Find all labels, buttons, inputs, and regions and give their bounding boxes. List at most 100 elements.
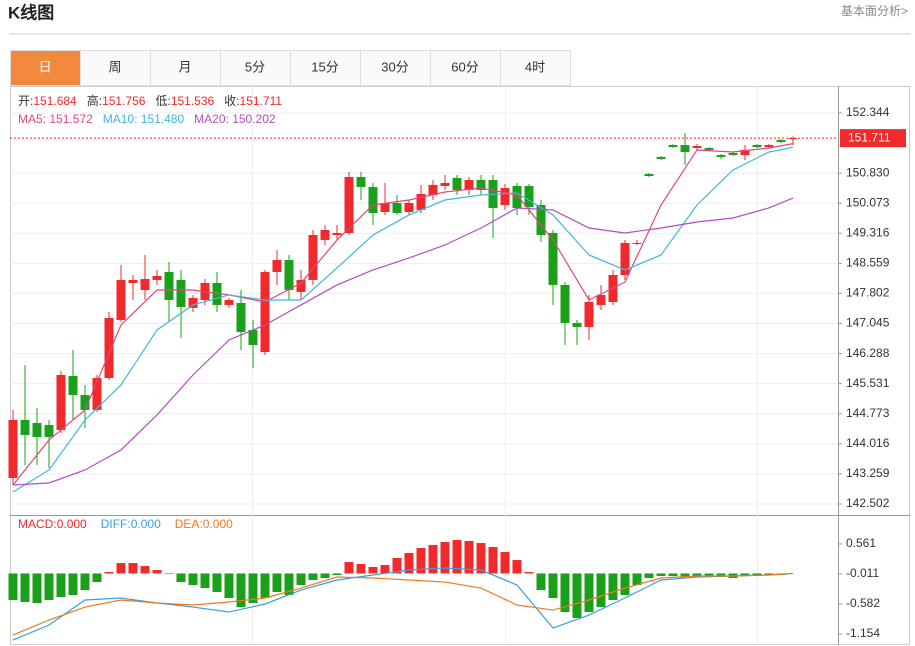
y-tick-label: 148.559 bbox=[846, 256, 890, 270]
macd-bar bbox=[296, 573, 306, 586]
tab[interactable] bbox=[80, 50, 151, 86]
y-tick-label: -0.011 bbox=[846, 566, 879, 580]
candle-body bbox=[176, 279, 186, 307]
macd-line bbox=[12, 572, 794, 636]
tab[interactable] bbox=[360, 50, 431, 86]
macd-bar bbox=[56, 573, 66, 598]
candle-body bbox=[236, 302, 246, 332]
candle-body bbox=[548, 232, 558, 285]
candle-body bbox=[68, 375, 78, 395]
candle-body bbox=[248, 329, 258, 345]
tab[interactable] bbox=[150, 50, 221, 86]
y-tick-label: 144.773 bbox=[846, 406, 890, 420]
readout-part: MA20 bbox=[194, 112, 226, 126]
macd-bar bbox=[440, 542, 450, 574]
candle-body bbox=[116, 279, 126, 320]
candle-body bbox=[584, 301, 594, 327]
page-title: K线图 bbox=[8, 2, 54, 22]
readout-part: 低: bbox=[155, 94, 170, 108]
candle-body bbox=[692, 145, 702, 148]
tab-label[interactable]: 60分 bbox=[451, 59, 478, 74]
tab-label[interactable]: 4时 bbox=[525, 59, 545, 74]
readout-part: : bbox=[127, 517, 130, 531]
macd-bar bbox=[428, 545, 438, 574]
candle-body bbox=[392, 202, 402, 213]
macd-bar bbox=[212, 573, 222, 593]
candle-body bbox=[596, 294, 606, 305]
macd-bar bbox=[608, 573, 618, 601]
macd-bar bbox=[68, 573, 78, 596]
candle-body bbox=[464, 179, 474, 190]
macd-line bbox=[12, 567, 794, 641]
macd-bar bbox=[572, 573, 582, 619]
macd-bar bbox=[344, 562, 354, 574]
tab-label[interactable]: 周 bbox=[108, 59, 121, 74]
candle-body bbox=[740, 149, 750, 155]
readout-part: : bbox=[199, 517, 202, 531]
candle-body bbox=[92, 377, 102, 410]
chart-frame bbox=[10, 86, 910, 645]
readout-part: DEA bbox=[175, 517, 200, 531]
macd-bar bbox=[200, 573, 210, 589]
macd-bar bbox=[704, 573, 714, 578]
macd-bar bbox=[584, 573, 594, 613]
candle-body bbox=[776, 139, 786, 142]
candle-body bbox=[56, 374, 66, 430]
macd-bar bbox=[716, 573, 726, 578]
candle-body bbox=[296, 279, 306, 292]
tab-label[interactable]: 30分 bbox=[381, 59, 408, 74]
readout-part: 收: bbox=[224, 94, 239, 108]
readout-part: 151.536 bbox=[171, 94, 215, 108]
ma-line bbox=[12, 146, 794, 493]
tab-label[interactable]: 月 bbox=[178, 59, 191, 74]
macd-bar bbox=[596, 573, 606, 608]
candle-body bbox=[428, 184, 438, 195]
readout-part: 151.711 bbox=[240, 94, 283, 108]
candle-body bbox=[308, 234, 318, 280]
macd-bar bbox=[536, 573, 546, 591]
candle-body bbox=[512, 185, 522, 208]
macd-bar bbox=[308, 573, 318, 580]
tab-label[interactable]: 日 bbox=[38, 59, 51, 74]
candle-body bbox=[128, 279, 138, 283]
macd-bar bbox=[524, 572, 534, 574]
macd-bar bbox=[20, 573, 30, 602]
y-tick-label: 147.802 bbox=[846, 286, 890, 300]
fundamental-link[interactable]: 基本面分析> bbox=[841, 4, 908, 18]
candle-body bbox=[332, 232, 342, 235]
candle-body bbox=[476, 179, 486, 190]
macd-bar bbox=[740, 573, 750, 577]
readout-part: MA5 bbox=[18, 112, 43, 126]
readout-part: 151.572 bbox=[49, 112, 93, 126]
tab-label[interactable]: 15分 bbox=[311, 59, 338, 74]
ma-line bbox=[12, 143, 794, 486]
macd-bar bbox=[752, 573, 762, 577]
plots: 152.344 150.830 150.073 149.316 148.559 147.8… bbox=[8, 93, 906, 641]
y-tick-label: 145.531 bbox=[846, 376, 890, 390]
macd-bar bbox=[392, 558, 402, 574]
candle-body bbox=[284, 259, 294, 290]
candle-body bbox=[212, 282, 222, 305]
readout-part: : bbox=[226, 112, 233, 126]
readout-part: MACD bbox=[18, 517, 54, 531]
readout-part: 0.000 bbox=[131, 517, 161, 531]
macd-bar bbox=[620, 573, 630, 596]
tab[interactable] bbox=[500, 50, 571, 86]
tab-label[interactable]: 5分 bbox=[245, 59, 265, 74]
candle-body bbox=[8, 419, 18, 478]
candle-body bbox=[764, 144, 774, 147]
macd-bar bbox=[368, 567, 378, 574]
last-price-label: 151.711 bbox=[848, 130, 891, 144]
candle-body bbox=[656, 156, 666, 159]
candle-body bbox=[356, 176, 366, 187]
macd-bar bbox=[764, 573, 774, 576]
readout-part: 150.202 bbox=[232, 112, 276, 126]
candle-body bbox=[644, 173, 654, 176]
candle-body bbox=[368, 186, 378, 213]
readout: MACD:0.000 DIFF:0.000 DEA:0.000 bbox=[18, 517, 233, 531]
y-tick-label: 147.045 bbox=[846, 316, 890, 330]
readout-part: : bbox=[53, 517, 56, 531]
candle-body bbox=[524, 185, 534, 207]
readout-part: 151.684 bbox=[33, 94, 77, 108]
y-tick-label: -0.582 bbox=[846, 596, 880, 610]
